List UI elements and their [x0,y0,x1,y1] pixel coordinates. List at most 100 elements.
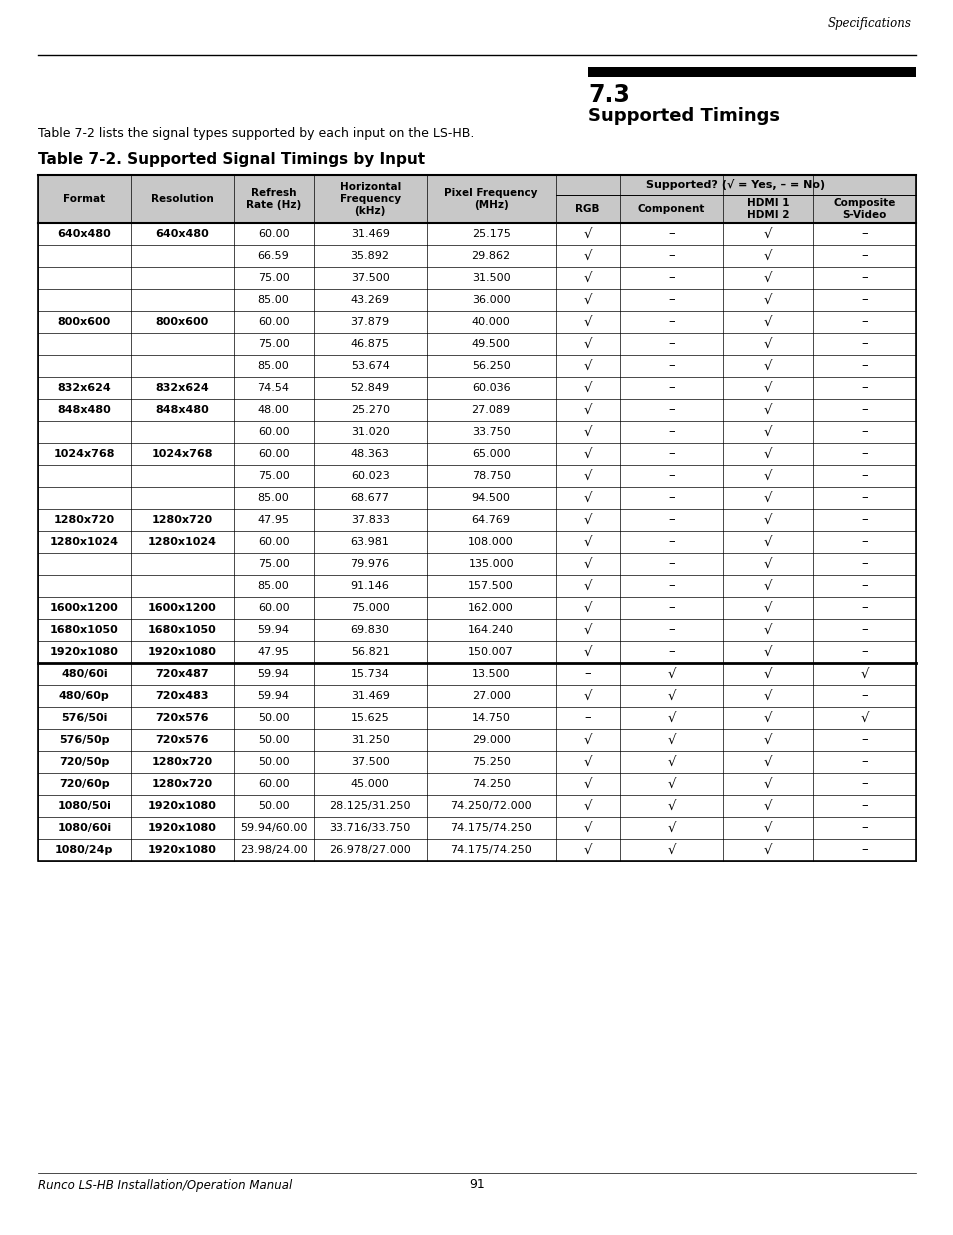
Text: 66.59: 66.59 [257,251,289,261]
Text: √: √ [583,536,592,548]
Text: √: √ [583,778,592,790]
Text: 576/50p: 576/50p [59,735,110,745]
Text: √: √ [583,821,592,835]
Text: 640x480: 640x480 [57,228,112,240]
Text: Pixel Frequency
(MHz): Pixel Frequency (MHz) [444,188,537,210]
Text: 832x624: 832x624 [57,383,112,393]
Text: 15.734: 15.734 [351,669,389,679]
Text: RGB: RGB [575,204,599,214]
Text: √: √ [583,382,592,394]
Text: 29.000: 29.000 [471,735,510,745]
Text: –: – [667,249,674,263]
Text: 1280x1024: 1280x1024 [148,537,216,547]
Text: –: – [861,514,867,526]
Bar [38,333,915,354]
Bar [38,576,915,597]
Text: √: √ [860,667,868,680]
Text: √: √ [666,689,675,703]
Text: 1280x720: 1280x720 [53,515,114,525]
Text: √: √ [763,337,771,351]
Text: √: √ [860,711,868,725]
Text: √: √ [583,359,592,373]
Text: –: – [861,227,867,241]
Text: Format: Format [63,194,105,204]
Text: –: – [667,272,674,284]
Text: Refresh
Rate (Hz): Refresh Rate (Hz) [246,188,301,210]
Text: 27.089: 27.089 [471,405,510,415]
Text: Specifications: Specifications [827,17,911,30]
Text: 59.94: 59.94 [257,692,290,701]
Bar [38,531,915,553]
Text: 1280x720: 1280x720 [152,757,213,767]
Text: √: √ [763,601,771,615]
Text: √: √ [763,294,771,306]
Bar [38,553,915,576]
Text: 164.240: 164.240 [468,625,514,635]
Text: –: – [861,382,867,394]
Text: –: – [861,799,867,813]
Text: √: √ [583,734,592,746]
Text: 49.500: 49.500 [471,338,510,350]
Text: 75.00: 75.00 [257,471,289,480]
Text: 60.00: 60.00 [257,427,289,437]
Text: 85.00: 85.00 [257,361,289,370]
Text: 60.00: 60.00 [257,450,289,459]
Bar [38,619,915,641]
Text: √: √ [763,711,771,725]
Text: Component: Component [637,204,704,214]
Text: √: √ [666,667,675,680]
Text: –: – [861,734,867,746]
Text: –: – [667,404,674,416]
Text: 1080/24p: 1080/24p [55,845,113,855]
Bar [38,751,915,773]
Text: √: √ [583,646,592,658]
Text: –: – [861,294,867,306]
Text: √: √ [666,756,675,768]
Text: –: – [861,447,867,461]
Text: 37.879: 37.879 [350,317,390,327]
Text: 15.625: 15.625 [351,713,389,722]
Text: 59.94/60.00: 59.94/60.00 [239,823,307,832]
Text: 37.500: 37.500 [351,757,389,767]
Text: 1680x1050: 1680x1050 [148,625,216,635]
Text: –: – [861,557,867,571]
Text: 37.833: 37.833 [351,515,389,525]
Text: –: – [667,294,674,306]
Text: 1920x1080: 1920x1080 [148,845,216,855]
Text: 1080/50i: 1080/50i [57,802,112,811]
Text: 60.036: 60.036 [472,383,510,393]
Bar [38,795,915,818]
Text: 28.125/31.250: 28.125/31.250 [329,802,411,811]
Text: √: √ [583,337,592,351]
Text: –: – [861,272,867,284]
Bar [38,818,915,839]
Bar [38,311,915,333]
Text: –: – [861,426,867,438]
Text: √: √ [763,756,771,768]
Text: 31.469: 31.469 [351,228,389,240]
Bar [38,267,915,289]
Text: Table 7-2. Supported Signal Timings by Input: Table 7-2. Supported Signal Timings by I… [38,152,425,167]
Text: 63.981: 63.981 [351,537,389,547]
Text: 60.00: 60.00 [257,779,289,789]
Text: √: √ [666,799,675,813]
Text: 59.94: 59.94 [257,669,290,679]
Text: 1920x1080: 1920x1080 [148,802,216,811]
Text: 78.750: 78.750 [471,471,510,480]
Bar [38,175,915,224]
Text: 60.00: 60.00 [257,537,289,547]
Text: √: √ [763,844,771,857]
Text: –: – [584,667,591,680]
Text: √: √ [763,382,771,394]
Text: 1920x1080: 1920x1080 [148,647,216,657]
Text: 74.175/74.250: 74.175/74.250 [450,845,532,855]
Text: 64.769: 64.769 [471,515,510,525]
Text: 480/60p: 480/60p [59,692,110,701]
Text: 85.00: 85.00 [257,295,289,305]
Text: –: – [667,514,674,526]
Text: –: – [667,557,674,571]
Text: 14.750: 14.750 [471,713,510,722]
Text: √: √ [583,557,592,571]
Bar [38,354,915,377]
Text: √: √ [763,359,771,373]
